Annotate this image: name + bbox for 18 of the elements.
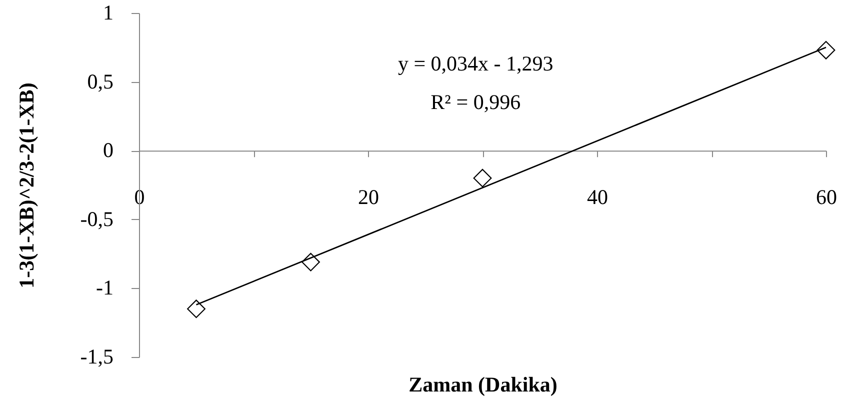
x-axis-title: Zaman (Dakika) — [408, 372, 558, 396]
y-tick-label: -1,5 — [80, 344, 114, 368]
y-axis-title: 1-3(1-XB)^2/3-2(1-XB) — [14, 82, 38, 288]
x-tick-label: 60 — [816, 185, 837, 210]
y-tick-label: -1 — [96, 276, 114, 300]
x-tick-label: 40 — [587, 185, 608, 210]
y-tick-label: 1 — [103, 0, 114, 24]
annotation: R² = 0,996 — [430, 90, 521, 114]
point — [816, 40, 836, 60]
x-tick-label: 20 — [358, 185, 379, 210]
point — [302, 252, 320, 272]
annotation: y = 0,034x - 1,293 — [398, 52, 554, 76]
y-tick-label: -0,5 — [80, 206, 114, 231]
y-tick-label: 0 — [103, 138, 114, 162]
x-tick-label: 0 — [134, 185, 145, 210]
point — [187, 300, 206, 318]
point — [473, 168, 492, 188]
y-tick-label: 0,5 — [87, 69, 114, 94]
